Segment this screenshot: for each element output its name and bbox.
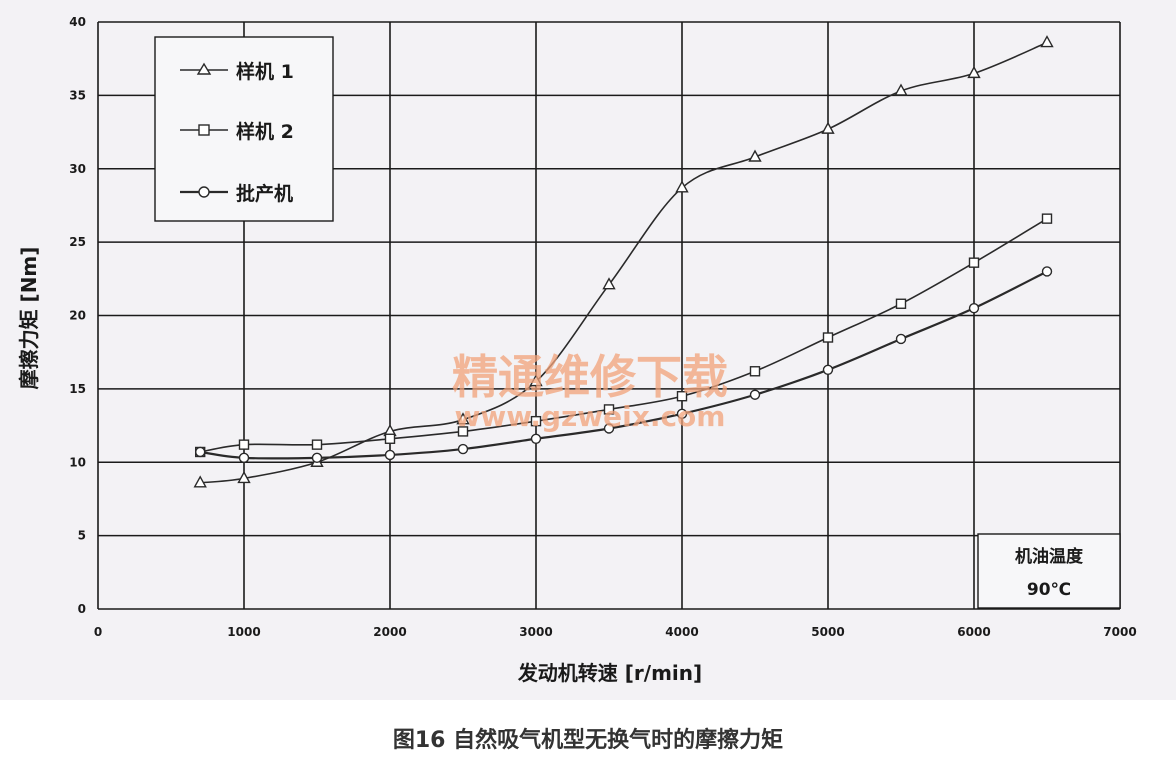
y-tick-label: 0: [78, 602, 86, 616]
x-tick-label: 0: [94, 625, 102, 639]
triangle-marker-icon: [196, 62, 212, 75]
series-2-point: [749, 366, 761, 377]
series-3-point: [384, 449, 396, 461]
series-2-point: [822, 332, 834, 343]
series-1-point: [237, 470, 251, 484]
series-1-point: [1040, 35, 1054, 48]
series-1-point: [675, 180, 689, 193]
series-1-point: [967, 65, 981, 79]
series-2-point: [384, 433, 396, 444]
series-1-point: [748, 149, 762, 162]
series-3-point: [1041, 266, 1053, 277]
y-tick-label: 30: [69, 162, 86, 176]
x-tick-label: 3000: [519, 625, 552, 639]
chart-figure: 0 1000 2000 3000 4000 5000 6000 7000 0 5 10 15 20 25 3…: [0, 0, 1176, 700]
circle-marker-icon: [198, 186, 210, 198]
y-tick-label: 35: [69, 88, 86, 102]
series-1-point: [529, 374, 543, 387]
note-box: [977, 533, 1121, 609]
series-2-point: [603, 404, 615, 415]
series-2-point: [895, 298, 907, 309]
series-2-point: [311, 439, 323, 450]
x-tick-label: 4000: [665, 625, 698, 639]
y-tick-label: 10: [69, 455, 86, 469]
watermark: 精通维修下载 www.gzweix.com: [452, 350, 728, 433]
oil-temp-note: 机油温度 90℃: [977, 533, 1121, 609]
axis-ticks: 0 1000 2000 3000 4000 5000 6000 7000 0 5 10 15 20 25 3…: [69, 15, 1136, 639]
series-3-point: [530, 433, 542, 444]
watermark-title: 精通维修下载: [452, 350, 728, 404]
legend-label-series-2: 样机 2: [236, 120, 294, 143]
series-3-point: [676, 408, 688, 420]
series-1-point: [821, 121, 835, 134]
series-3-point: [895, 333, 907, 345]
y-tick-label: 5: [78, 529, 86, 543]
square-marker-icon: [198, 124, 210, 136]
x-tick-label: 7000: [1103, 625, 1136, 639]
watermark-url: www.gzweix.com: [455, 400, 726, 433]
y-tick-label: 25: [69, 235, 86, 249]
x-tick-label: 2000: [373, 625, 406, 639]
legend-item-series-2: 样机 2: [180, 120, 294, 143]
series-2-point: [238, 439, 250, 450]
y-axis-title: 摩擦力矩 [Nm]: [17, 247, 41, 390]
series-1-point: [894, 83, 908, 96]
series-1-point: [193, 475, 207, 488]
series-2-point: [530, 415, 542, 427]
series-2-point: [968, 257, 980, 268]
x-axis-title: 发动机转速 [r/min]: [517, 661, 702, 685]
note-line-1: 机油温度: [1015, 546, 1084, 567]
series-3-point: [968, 302, 980, 314]
legend-label-series-3: 批产机: [236, 182, 293, 205]
series-2-point: [1041, 213, 1053, 224]
legend-box: [154, 36, 334, 222]
series-3-point: [311, 452, 323, 464]
series-1-point: [456, 412, 470, 425]
series-3-point: [749, 389, 761, 400]
series-3-point: [822, 364, 834, 375]
series-layer: [193, 35, 1054, 488]
figure-caption: 图16 自然吸气机型无换气时的摩擦力矩: [392, 728, 784, 753]
series-3-point: [457, 443, 469, 455]
series-2-point: [457, 426, 469, 437]
legend-item-series-1: 样机 1: [180, 60, 294, 83]
x-tick-label: 5000: [811, 625, 844, 639]
legend-item-series-3: 批产机: [180, 182, 293, 205]
legend-label-series-1: 样机 1: [236, 60, 294, 83]
x-tick-label: 1000: [227, 625, 260, 639]
y-tick-label: 40: [69, 15, 86, 29]
legend: 样机 1 样机 2 批产机: [154, 36, 334, 222]
x-tick-label: 6000: [957, 625, 990, 639]
note-line-2: 90℃: [1027, 580, 1071, 600]
line-chart: 0 1000 2000 3000 4000 5000 6000 7000 0 5 10 15 20 25 3…: [17, 15, 1137, 685]
series-2-point: [676, 391, 688, 402]
series-3-point: [603, 423, 615, 434]
y-tick-label: 15: [69, 382, 86, 396]
series-3-point: [194, 446, 206, 458]
series-3-point: [238, 452, 250, 464]
y-tick-label: 20: [69, 309, 86, 323]
series-1-point: [602, 277, 616, 290]
